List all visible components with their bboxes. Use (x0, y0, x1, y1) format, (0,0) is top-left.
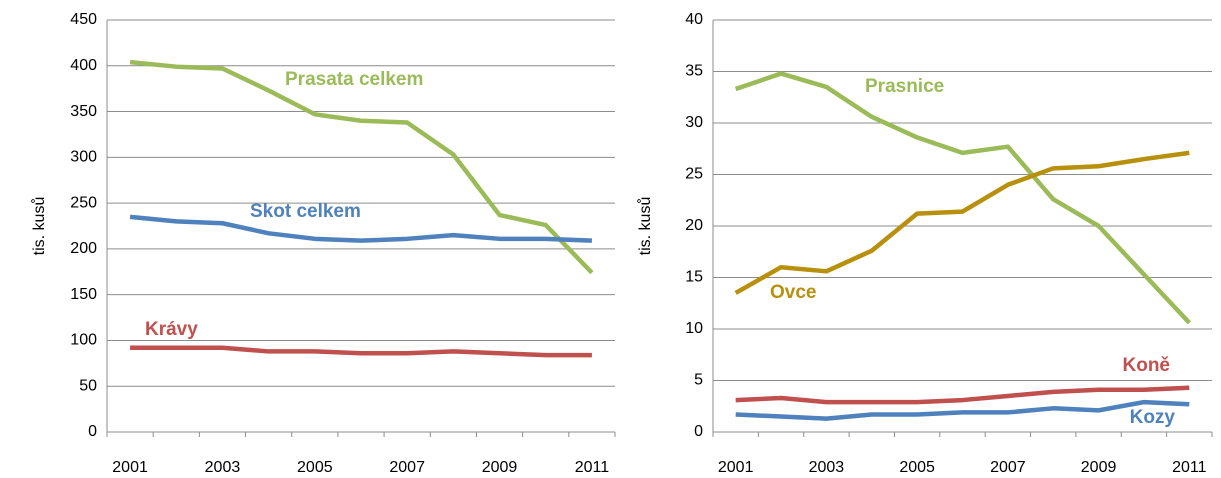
y-tick-label: 25 (685, 166, 703, 183)
x-tick-label: 2007 (990, 459, 1026, 476)
y-tick-label: 150 (70, 286, 97, 303)
y-tick-label: 35 (685, 63, 703, 80)
x-tick-label: 2001 (112, 459, 148, 476)
y-tick-label: 30 (685, 114, 703, 131)
series-line (734, 71, 1191, 325)
y-tick-label: 100 (70, 332, 97, 349)
series-line (129, 214, 592, 243)
x-tick-label: 2009 (482, 459, 518, 476)
y-tick-label: 0 (694, 423, 703, 440)
series-line (735, 385, 1190, 405)
series-label: Krávy (145, 319, 198, 340)
y-tick-label: 450 (70, 11, 97, 28)
y-tick-label: 40 (685, 11, 703, 28)
y-tick-label: 350 (70, 103, 97, 120)
series-label: Skot celkem (250, 201, 361, 222)
x-tick-label: 2007 (389, 459, 425, 476)
series-label: Koně (1123, 355, 1171, 376)
y-tick-label: 20 (685, 217, 703, 234)
y-tick-label: 0 (88, 423, 97, 440)
series-label: Prasnice (865, 76, 944, 97)
x-tick-label: 2005 (297, 459, 333, 476)
series-line (735, 399, 1190, 421)
x-tick-label: 2011 (575, 459, 610, 476)
x-tick-label: 2003 (809, 459, 845, 476)
series-label: Prasata celkem (285, 69, 423, 90)
y-tick-label: 15 (685, 269, 703, 286)
x-tick-label: 2001 (718, 459, 754, 476)
y-tick-label: 250 (70, 194, 97, 211)
y-tick-label: 50 (79, 377, 97, 394)
x-tick-label: 2005 (899, 459, 935, 476)
x-tick-label: 2009 (1081, 459, 1117, 476)
y-tick-label: 300 (70, 149, 97, 166)
y-axis-label: tis. kusů (636, 197, 654, 256)
y-tick-label: 200 (70, 240, 97, 257)
y-tick-label: 10 (685, 320, 703, 337)
y-tick-label: 5 (694, 372, 703, 389)
y-tick-label: 400 (70, 57, 97, 74)
series-line (129, 59, 594, 275)
series-line (130, 345, 592, 358)
series-label: Ovce (770, 282, 816, 303)
x-tick-label: 2003 (205, 459, 241, 476)
series-line (734, 150, 1190, 295)
series-label: Kozy (1130, 407, 1176, 428)
y-axis-label: tis. kusů (30, 197, 48, 256)
x-tick-label: 2011 (1172, 459, 1207, 476)
